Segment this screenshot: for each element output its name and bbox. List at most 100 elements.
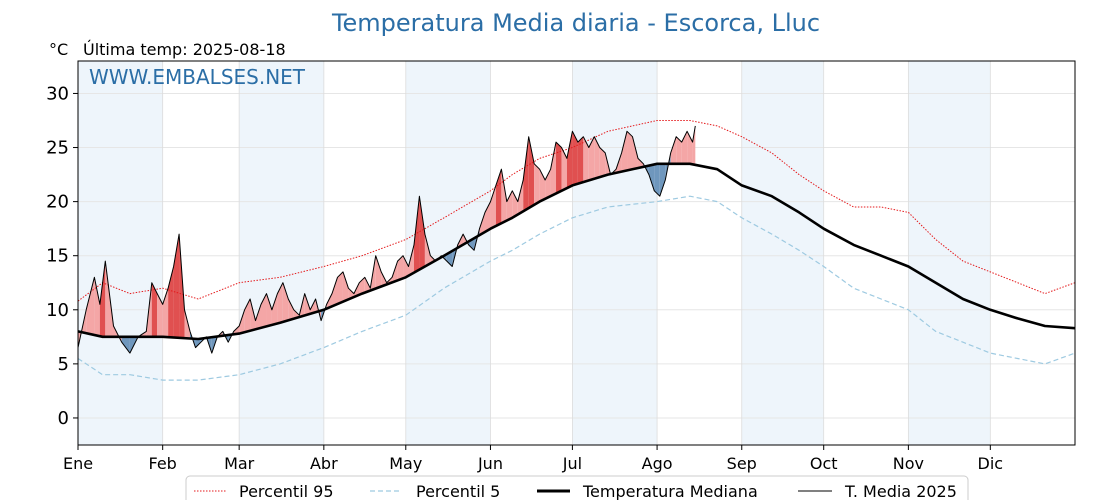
x-tick-label-mar: Mar bbox=[224, 454, 255, 473]
anomaly-fill-above bbox=[627, 131, 633, 171]
anomaly-fill-above bbox=[375, 255, 382, 289]
anomaly-fill-above bbox=[577, 136, 584, 184]
anomaly-fill-above bbox=[583, 136, 589, 183]
x-tick-label-ene: Ene bbox=[63, 454, 93, 473]
anomaly-fill-above bbox=[670, 136, 677, 164]
month-band-mar bbox=[239, 61, 324, 445]
x-tick-label-oct: Oct bbox=[810, 454, 838, 473]
x-tick-label-ago: Ago bbox=[642, 454, 673, 473]
anomaly-fill-above bbox=[501, 169, 507, 224]
anomaly-fill-above bbox=[484, 201, 491, 232]
anomaly-fill-below bbox=[121, 336, 130, 354]
anomaly-fill-above bbox=[588, 136, 595, 181]
y-tick-label: 0 bbox=[58, 408, 69, 429]
legend-box bbox=[185, 475, 969, 500]
anomaly-fill-above bbox=[528, 136, 535, 209]
series-line-temperatura-mediana bbox=[77, 162, 1076, 341]
anomaly-fill-above bbox=[86, 277, 95, 336]
anomaly-fill-above bbox=[676, 136, 682, 164]
anomaly-fill-above bbox=[621, 131, 628, 172]
month-band-ene bbox=[78, 61, 163, 445]
anomaly-fill-above bbox=[277, 282, 283, 324]
legend-current-label: T. Media 2025 bbox=[844, 482, 957, 500]
x-axis: Ene Feb Mar Abr May Jun Jul Ago Sep Oct Nov Dic bbox=[63, 445, 1003, 473]
last-update-label: Última temp: 2025-08-18 bbox=[83, 40, 286, 59]
y-tick-label: 5 bbox=[58, 354, 69, 375]
anomaly-fill-below bbox=[654, 163, 660, 197]
anomaly-fill-above bbox=[239, 309, 245, 334]
y-tick-label: 20 bbox=[46, 192, 69, 213]
anomaly-fill-above bbox=[512, 190, 518, 218]
anomaly-fill-above bbox=[517, 179, 524, 215]
anomaly-fill-above bbox=[157, 293, 163, 337]
anomaly-fill-above bbox=[397, 255, 404, 281]
anomaly-fill-above bbox=[266, 293, 272, 327]
anomaly-fill-above bbox=[99, 261, 106, 337]
anomaly-fill-above bbox=[599, 147, 606, 178]
legend-p5-label: Percentil 5 bbox=[416, 482, 500, 500]
anomaly-fill-above bbox=[271, 293, 278, 325]
month-band-sep bbox=[741, 61, 824, 445]
y-unit-label: °C bbox=[49, 40, 68, 59]
x-tick-label-dic: Dic bbox=[978, 454, 1004, 473]
anomaly-fill-below bbox=[648, 164, 655, 191]
month-bands bbox=[78, 61, 991, 445]
anomaly-fill-above bbox=[572, 131, 578, 186]
month-band-jul bbox=[572, 61, 658, 445]
anomaly-fill-above bbox=[692, 125, 696, 165]
anomaly-fill-above bbox=[479, 212, 485, 236]
anomaly-fill-above bbox=[523, 136, 529, 212]
legend-median-label: Temperatura Mediana bbox=[582, 482, 758, 500]
anomaly-fill-above bbox=[545, 169, 551, 199]
anomaly-fill-above bbox=[550, 142, 557, 197]
anomaly-fill-above bbox=[566, 131, 573, 189]
x-tick-label-jul: Jul bbox=[562, 454, 582, 473]
anomaly-fill-below bbox=[195, 338, 201, 348]
x-tick-label-sep: Sep bbox=[727, 454, 757, 473]
anomaly-fill-above bbox=[282, 282, 289, 322]
month-band-nov bbox=[908, 61, 991, 445]
y-tick-label: 25 bbox=[46, 138, 69, 159]
anomaly-fill-above bbox=[539, 169, 546, 202]
anomaly-fill-above bbox=[250, 298, 256, 331]
anomaly-fill-above bbox=[561, 147, 567, 191]
anomaly-fill-above bbox=[332, 277, 338, 307]
x-tick-label-jun: Jun bbox=[477, 454, 503, 473]
anomaly-fill-above bbox=[151, 282, 158, 337]
anomaly-fill-below bbox=[659, 163, 666, 197]
anomaly-fill-above bbox=[94, 277, 100, 337]
anomaly-fill-above bbox=[594, 136, 600, 179]
anomaly-fill-below bbox=[446, 250, 453, 267]
anomaly-fill-above bbox=[419, 196, 425, 270]
legend: Percentil 95 Percentil 5 Temperatura Med… bbox=[185, 475, 969, 500]
anomaly-fill-above bbox=[403, 255, 409, 279]
anomaly-fill-above bbox=[255, 304, 262, 330]
anomaly-fill-above bbox=[637, 158, 644, 168]
x-tick-label-nov: Nov bbox=[893, 454, 924, 473]
x-tick-label-feb: Feb bbox=[149, 454, 177, 473]
x-tick-label-may: May bbox=[389, 454, 422, 473]
anomaly-fill-above bbox=[413, 196, 420, 273]
anomaly-fill-above bbox=[632, 136, 638, 170]
y-tick-label: 30 bbox=[46, 83, 69, 104]
anomaly-fill-above bbox=[337, 271, 343, 304]
anomaly-fill-above bbox=[506, 190, 513, 221]
anomaly-fill-above bbox=[424, 234, 431, 267]
chart-title: Temperatura Media diaria - Escorca, Lluc bbox=[331, 9, 820, 37]
y-axis: 0 5 10 15 20 25 30 bbox=[46, 83, 78, 429]
watermark: WWW.EMBALSES.NET bbox=[89, 65, 306, 89]
anomaly-fill-above bbox=[179, 234, 185, 339]
legend-p95-label: Percentil 95 bbox=[239, 482, 334, 500]
y-tick-label: 15 bbox=[46, 246, 69, 267]
anomaly-fill-above bbox=[288, 298, 294, 321]
y-tick-label: 10 bbox=[46, 300, 69, 321]
x-tick-label-abr: Abr bbox=[310, 454, 338, 473]
plot-frame bbox=[77, 60, 1076, 446]
anomaly-fill-above bbox=[233, 326, 240, 335]
anomaly-fill-above bbox=[408, 244, 414, 276]
anomaly-fill-above bbox=[534, 163, 540, 205]
anomaly-fill-above bbox=[490, 185, 496, 229]
series-line-t-media-2025 bbox=[77, 125, 696, 354]
anomaly-fill-above bbox=[342, 271, 349, 302]
